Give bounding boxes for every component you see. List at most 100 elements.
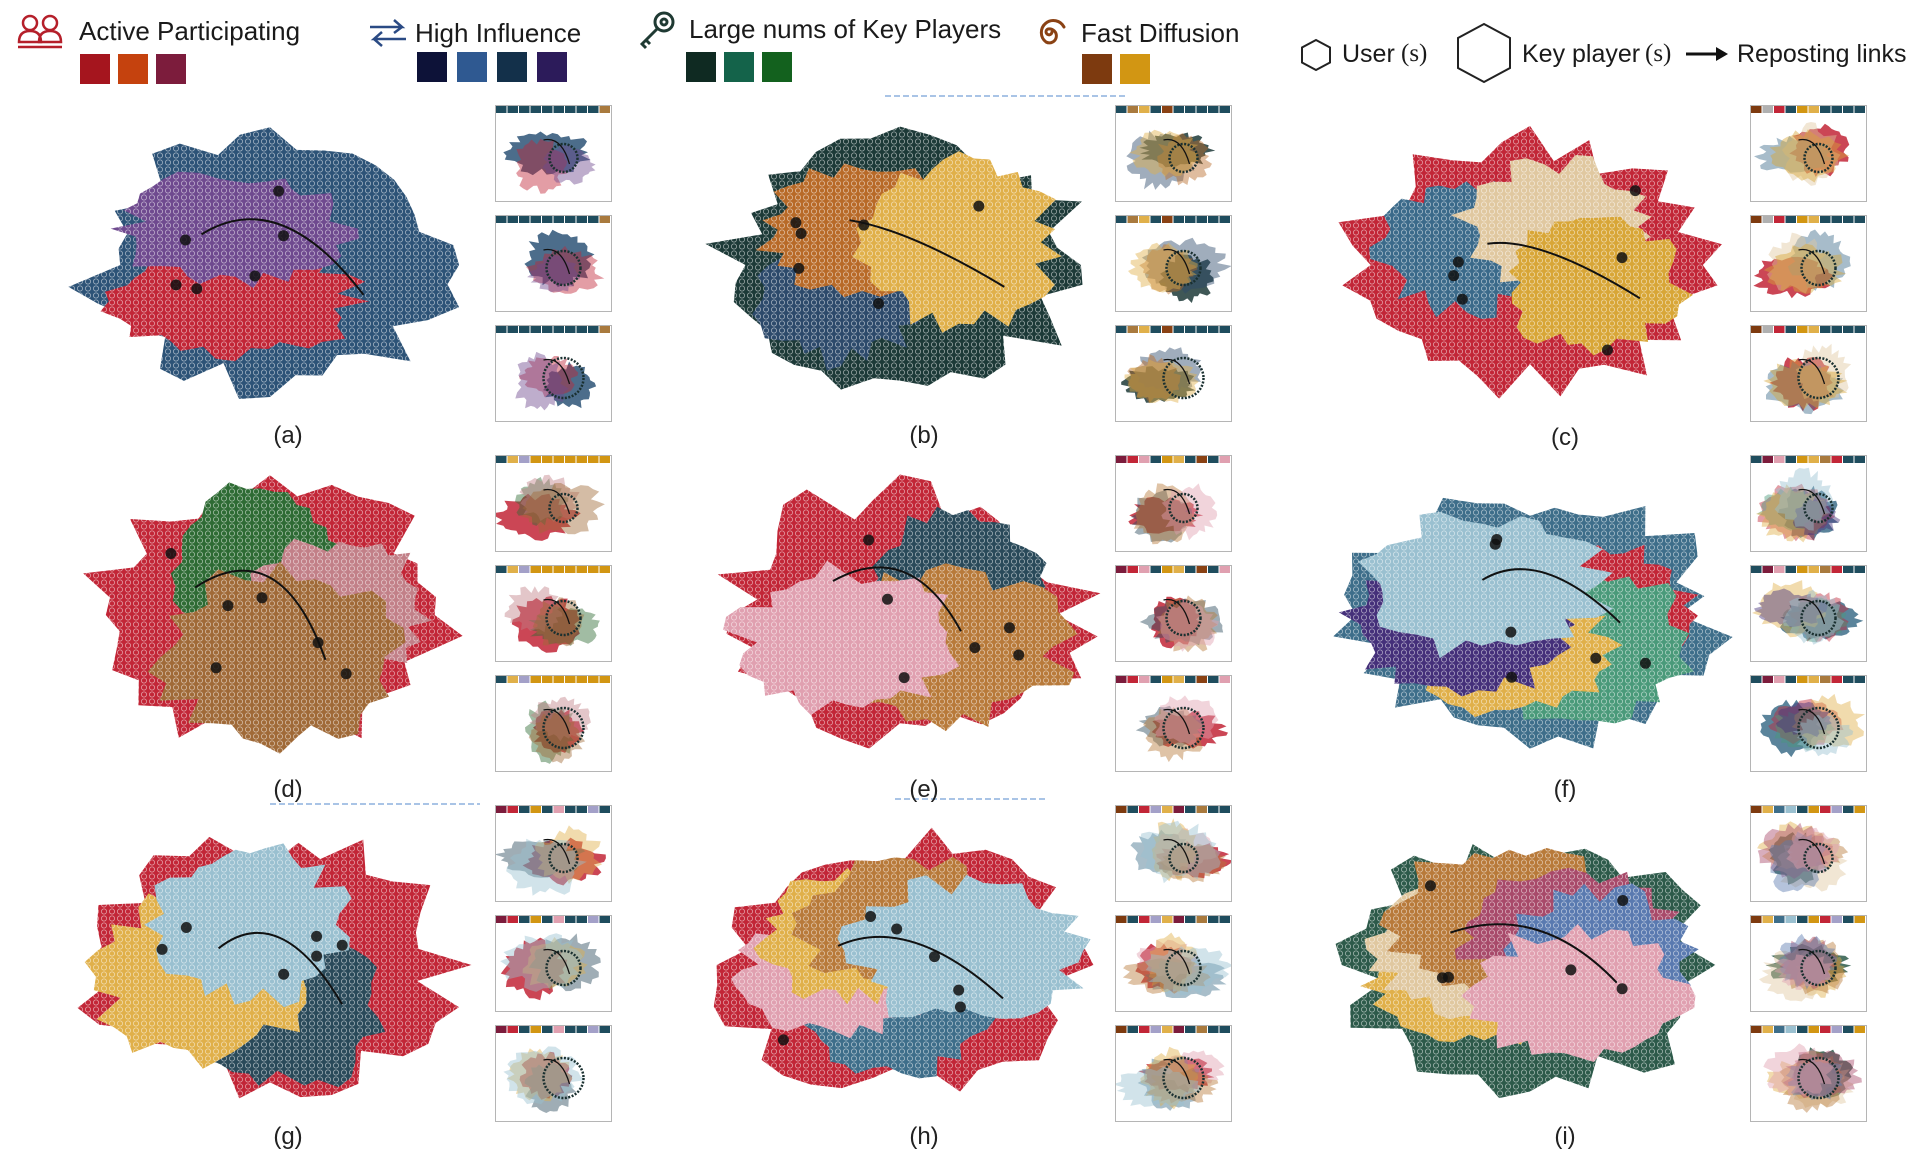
panel-h-network — [713, 827, 1094, 1092]
reposting-links-label: Reposting links — [1737, 40, 1907, 68]
hexagon-large-icon — [1457, 22, 1511, 84]
key-player-node — [1617, 894, 1629, 906]
key-player-node — [1424, 880, 1436, 892]
key-player-node — [311, 950, 323, 962]
panel-e-thumbnail — [1115, 675, 1232, 772]
key-player-suffix: (s) — [1645, 40, 1672, 67]
reposting-link — [200, 218, 365, 296]
community-region — [147, 561, 406, 754]
key-player-node — [1616, 252, 1628, 264]
arrow-right-icon — [1686, 47, 1728, 61]
panel-a-thumbnail — [495, 325, 612, 422]
legend-label: Active Participating — [79, 16, 301, 46]
reposting-link — [194, 569, 327, 661]
key-player-label: Key player — [1522, 40, 1641, 68]
community-region — [837, 874, 1091, 1019]
caption-d: (d) — [273, 776, 303, 803]
panel-i-thumbnail — [1750, 805, 1867, 902]
color-swatch — [118, 54, 148, 84]
reposting-link — [1481, 568, 1621, 624]
panel-e-thumbnail — [1115, 455, 1232, 552]
panel-d-thumbnail — [495, 455, 612, 552]
key-player-node — [795, 228, 807, 240]
legend-label: Fast Diffusion — [1081, 18, 1240, 48]
reposting-link — [1487, 242, 1641, 300]
legend-high-influence: High Influence — [360, 0, 620, 95]
spiral-icon — [1039, 19, 1066, 45]
panel-b-network — [705, 126, 1083, 390]
legend-active-participating: Active Participating — [0, 0, 330, 95]
color-swatch — [724, 52, 754, 82]
color-swatch — [80, 54, 110, 84]
panel-b-thumbnail — [1115, 325, 1232, 422]
key-player-node — [256, 592, 268, 604]
exchange-arrows-icon — [370, 19, 406, 47]
community-region — [1357, 511, 1613, 659]
panel-c-thumbnail — [1750, 325, 1867, 422]
key-player-node — [1565, 964, 1577, 976]
community-region — [110, 171, 359, 289]
panel-c-network — [1338, 125, 1722, 399]
color-swatch — [537, 52, 567, 82]
key-player-node — [1506, 671, 1518, 683]
caption-g: (g) — [273, 1123, 303, 1150]
panel-a-network — [68, 127, 460, 400]
color-swatch — [1120, 54, 1150, 84]
key-player-node — [1616, 983, 1628, 995]
panel-f-thumbnail — [1750, 565, 1867, 662]
key-player-node — [311, 930, 323, 942]
community-region — [1508, 216, 1693, 356]
user-label: User — [1342, 40, 1395, 68]
panel-i-network — [1335, 844, 1716, 1099]
panel-a-thumbnail — [495, 215, 612, 312]
key-player-node — [973, 200, 985, 212]
legend-shape-key: User (s) Key player (s) Reposting links — [1290, 0, 1911, 95]
reposting-link — [849, 219, 1005, 288]
key-player-node — [865, 910, 877, 922]
legend-label: High Influence — [415, 18, 582, 48]
reposting-link — [837, 935, 1004, 1000]
key-player-node — [1590, 652, 1602, 664]
divider — [895, 798, 1045, 800]
key-player-node — [273, 185, 285, 197]
community-region — [100, 241, 370, 362]
key-player-node — [170, 279, 182, 291]
key-player-node — [180, 921, 192, 933]
caption-e: (e) — [909, 776, 939, 803]
key-player-node — [249, 270, 261, 282]
key-icon — [639, 11, 675, 50]
panel-h-thumbnail — [1115, 1025, 1232, 1122]
key-player-node — [954, 1001, 966, 1013]
key-player-node — [873, 297, 885, 309]
users-icon — [17, 14, 63, 49]
key-player-node — [891, 923, 903, 935]
divider — [885, 95, 1125, 97]
key-player-node — [1491, 533, 1503, 545]
caption-c: (c) — [1551, 424, 1579, 451]
legend-fast-diffusion: Fast Diffusion — [1026, 0, 1256, 95]
panel-g-thumbnail — [495, 805, 612, 902]
key-player-node — [210, 662, 222, 674]
panel-f-thumbnail — [1750, 675, 1867, 772]
legend-key-players: Large nums of Key Players — [636, 0, 1001, 95]
caption-i: (i) — [1554, 1123, 1576, 1150]
key-player-node — [278, 968, 290, 980]
key-player-node — [1601, 344, 1613, 356]
panel-a-thumbnail — [495, 105, 612, 202]
panel-d-network — [83, 475, 463, 754]
key-player-node — [165, 548, 177, 560]
key-player-node — [1639, 657, 1651, 669]
key-player-node — [1013, 649, 1025, 661]
color-swatch — [762, 52, 792, 82]
key-player-node — [969, 642, 981, 654]
user-suffix: (s) — [1401, 40, 1428, 67]
key-player-node — [790, 217, 802, 229]
caption-h: (h) — [909, 1123, 939, 1150]
panel-g-thumbnail — [495, 915, 612, 1012]
legend-label: Large nums of Key Players — [689, 14, 1002, 44]
key-player-node — [336, 939, 348, 951]
caption-b: (b) — [909, 422, 939, 449]
key-player-node — [953, 984, 965, 996]
community-region — [1461, 924, 1696, 1062]
